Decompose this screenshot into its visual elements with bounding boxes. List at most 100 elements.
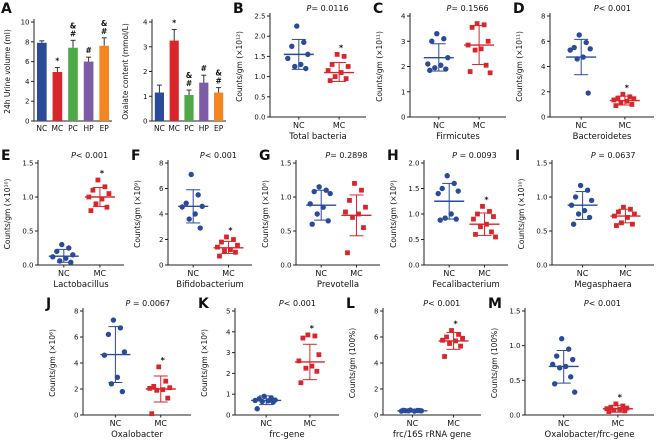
data-point-NC — [432, 65, 438, 71]
data-point-MC — [620, 91, 626, 97]
data-point-NC — [444, 173, 450, 179]
y-tick-label: 6 — [25, 58, 30, 66]
bar-EP — [214, 92, 224, 121]
data-point-NC — [443, 66, 449, 72]
bar-annotation: & — [101, 19, 108, 28]
category-label: MC — [94, 269, 107, 278]
y-tick-label: 6 — [374, 334, 379, 342]
y-tick-label: 4 — [401, 13, 406, 21]
data-point-MC — [343, 76, 349, 82]
y-tick-label: 10 — [21, 19, 30, 27]
data-point-MC — [467, 69, 473, 74]
bar-EP — [99, 45, 110, 122]
x-axis-title: Lactobacillus — [53, 280, 109, 290]
figure-row-1: A 0 2 4 6 8 10 24h Urine volume (ml) NC * MC # & PC # H… — [0, 0, 660, 147]
x-axis-title: Bifidobacterium — [176, 280, 244, 290]
data-point-MC — [625, 215, 630, 220]
category-label: MC — [612, 419, 625, 428]
y-tick-label: 2.0 — [408, 160, 419, 168]
data-point-NC — [567, 47, 573, 53]
y-tick-label: 1.5 — [536, 160, 547, 168]
data-point-MC — [356, 211, 361, 217]
panel-letter: M — [488, 296, 502, 312]
data-point-MC — [631, 96, 637, 102]
data-point-NC — [298, 61, 304, 68]
data-point-NC — [117, 325, 124, 331]
panel-letter: J — [45, 296, 51, 312]
data-point-NC — [57, 258, 63, 264]
data-point-MC — [622, 408, 628, 414]
data-point-NC — [439, 185, 445, 192]
data-point-NC — [289, 43, 295, 49]
data-point-MC — [491, 214, 496, 219]
data-point-NC — [438, 62, 444, 68]
y-tick-label: 3 — [401, 38, 405, 46]
y-tick-label: 6 — [159, 185, 164, 193]
bar-NC — [36, 42, 47, 121]
data-point-NC — [434, 30, 440, 37]
data-point-MC — [298, 380, 304, 386]
data-point-NC — [114, 374, 121, 380]
data-point-NC — [435, 190, 441, 197]
y-tick-label: 1.0 — [22, 194, 33, 202]
data-point-NC — [448, 211, 454, 217]
data-point-MC — [481, 22, 487, 28]
bar-annotation: & — [70, 21, 77, 30]
significance-asterisk: * — [100, 169, 105, 178]
y-tick-label: 4 — [374, 360, 379, 368]
y-tick-label: 0.0 — [509, 412, 520, 420]
y-tick-label: 8 — [25, 38, 29, 46]
category-label: PC — [68, 124, 78, 133]
category-label: NC — [58, 269, 70, 278]
x-axis-title: Bacteroidetes — [573, 132, 632, 142]
panel-D: D 0 2 4 6 8 Counts/gm (×10¹¹) P< 0.001 NC * MC Bact… — [513, 1, 654, 142]
panel-letter: G — [259, 148, 271, 164]
panel-H: H 0.0 0.5 1.0 1.5 2.0 Counts/gm (×10⁹) P = 0.00… — [387, 148, 508, 290]
y-tick-label: 4 — [143, 19, 148, 27]
y-tick-label: 0 — [159, 262, 163, 270]
y-tick-label: 0 — [25, 118, 29, 126]
y-tick-label: 0.5 — [408, 236, 419, 244]
data-point-MC — [219, 239, 224, 245]
data-point-NC — [587, 46, 593, 52]
bar-MC — [169, 40, 179, 121]
y-tick-label: 2 — [401, 63, 405, 71]
data-point-NC — [108, 381, 115, 387]
data-point-NC — [301, 39, 307, 45]
panel-letter: H — [387, 148, 399, 164]
y-axis-label: Counts/gm (×10¹⁰) — [517, 179, 526, 250]
y-tick-label: 0.5 — [254, 93, 265, 101]
category-label: HP — [199, 124, 210, 133]
panel-C: C 0 1 2 3 4 Counts/gm (×10¹¹) P= 0.1566 NC MC Firm… — [373, 1, 506, 142]
panel-L: L 0 2 4 6 8 Counts/gm (100%) P< 0.001 NC * MC frc/1… — [346, 296, 481, 440]
data-point-MC — [332, 74, 338, 79]
y-tick-label: 4 — [541, 63, 546, 71]
data-point-MC — [485, 38, 491, 44]
y-tick-label: 1.0 — [509, 342, 520, 350]
data-point-MC — [483, 62, 489, 68]
y-tick-label: 0 — [74, 412, 78, 420]
y-tick-label: 4 — [25, 78, 30, 86]
category-label: NC — [293, 121, 305, 130]
data-point-NC — [309, 221, 315, 227]
y-tick-label: 2 — [143, 68, 147, 76]
y-axis-label: Counts/gm (×10¹¹) — [375, 31, 384, 102]
data-point-NC — [571, 44, 577, 51]
data-point-NC — [566, 346, 572, 352]
data-point-MC — [341, 54, 347, 59]
data-point-MC — [154, 387, 160, 393]
y-axis-label: Counts/gm (100%) — [490, 328, 499, 399]
bar-NC — [154, 92, 164, 121]
y-axis-label: Counts/gm (×10¹¹) — [515, 31, 524, 102]
bar-annotation: & — [186, 71, 193, 80]
category-label: NC — [260, 419, 272, 428]
x-axis-title: Total bacteria — [288, 132, 346, 142]
data-point-NC — [585, 90, 591, 96]
panel-letter: E — [1, 148, 11, 164]
bar-PC — [184, 95, 194, 121]
significance-asterisk: * — [625, 83, 630, 92]
x-axis-title: frc-gene — [269, 430, 304, 440]
data-point-NC — [327, 190, 333, 197]
